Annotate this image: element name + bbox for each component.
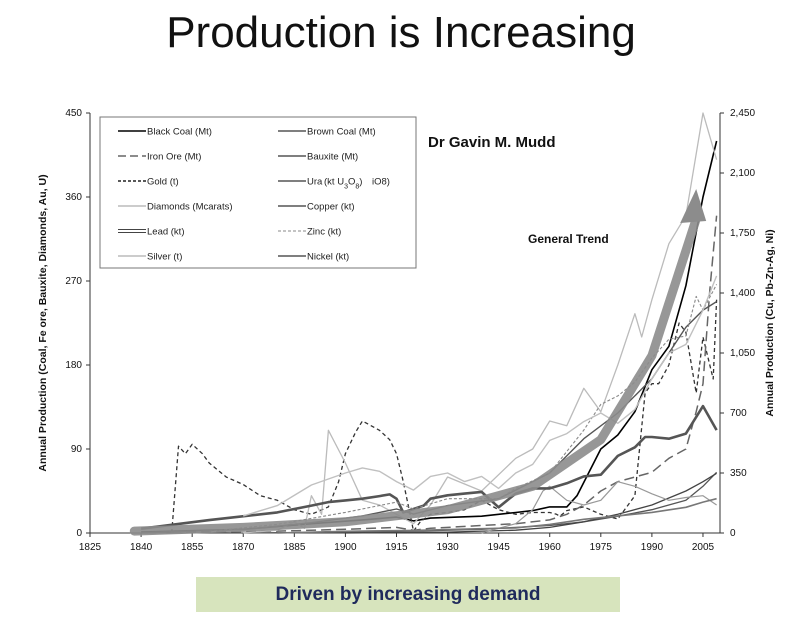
slide-title: Production is Increasing: [166, 8, 636, 57]
x-tick-label: 1975: [590, 542, 613, 553]
legend: Black Coal (Mt) Brown Coal (Mt) Iron Ore (…: [99, 116, 417, 269]
legend-label-nickel-kt: Nickel (kt): [307, 252, 349, 263]
x-tick-label: 1825: [79, 542, 102, 553]
x-tick-label: 2005: [692, 542, 715, 553]
legend-label-black-coal-mt: Black Coal (Mt): [147, 127, 212, 138]
footer-text: Driven by increasing demand: [275, 583, 541, 605]
general-trend-label: General Trend: [528, 232, 609, 246]
y-left-tick-label: 270: [65, 276, 82, 287]
legend-label-silver-t: Silver (t): [147, 252, 182, 263]
y-left-tick-label: 360: [65, 192, 82, 203]
series-line-zinc-kt: [209, 284, 718, 532]
series-line-nickel-kt: [277, 497, 717, 534]
x-tick-label: 1840: [130, 542, 153, 553]
legend-label-copper-kt: Copper (kt): [307, 202, 355, 213]
y-left-tick-label: 0: [76, 528, 82, 539]
x-tick-label: 1960: [539, 542, 562, 553]
legend-label-gold-t: Gold (t): [147, 177, 179, 188]
x-tick-label: 1990: [641, 542, 664, 553]
y-right-tick-label: 350: [730, 468, 747, 479]
legend-label-zinc-kt: Zinc (kt): [307, 227, 341, 238]
y-right-tick-label: 700: [730, 408, 747, 419]
y-axis-left-label: Annual Production (Coal, Fe ore, Bauxite…: [37, 174, 49, 471]
x-tick-label: 1930: [436, 542, 459, 553]
x-axis-ticks: 1825 1840 1855 1870 1885 1900 1915 1930 1945 1960…: [79, 533, 715, 553]
y-right-tick-label: 1,050: [730, 348, 755, 359]
x-tick-label: 1900: [334, 542, 357, 553]
author-label: Dr Gavin M. Mudd: [428, 134, 556, 151]
y-right-axis-ticks: 0 350 700 1,050 1,400 1,750 2,100 2,450: [720, 108, 755, 539]
y-right-tick-label: 1,750: [730, 228, 755, 239]
production-chart: 1825 1840 1855 1870 1885 1900 1915 1930 1945 1960…: [37, 108, 776, 553]
x-tick-label: 1915: [385, 542, 408, 553]
trend-arrow-head: [680, 189, 707, 223]
footer-banner: Driven by increasing demand: [196, 577, 620, 612]
y-right-tick-label: 1,400: [730, 288, 755, 299]
y-left-tick-label: 90: [71, 444, 83, 455]
legend-label-lead-kt: Lead (kt): [147, 227, 185, 238]
y-right-tick-label: 2,100: [730, 168, 755, 179]
series-line-silver-t: [242, 275, 718, 517]
series-line-gold-t: [171, 299, 718, 534]
legend-label-brown-coal-mt: Brown Coal (Mt): [307, 127, 376, 138]
y-right-tick-label: 0: [730, 528, 736, 539]
y-axis-right-label: Annual Production (Cu, Pb-Zn-Ag, Ni): [764, 229, 776, 416]
legend-label-diamonds-mcarats: Diamonds (Mcarats): [147, 202, 233, 213]
legend-label-ura: Ura: [307, 177, 323, 188]
legend-uranium-units-tail: iO8): [372, 177, 390, 188]
series-line-lead-kt: [140, 404, 718, 530]
x-tick-label: 1870: [232, 542, 255, 553]
y-right-tick-label: 2,450: [730, 108, 755, 119]
series-line-ura: [481, 481, 717, 534]
trend-arrow-shaft: [129, 214, 701, 536]
legend-label-bauxite-mt: Bauxite (Mt): [307, 152, 358, 163]
legend-uranium-units: (kt U3O8): [324, 177, 362, 191]
y-left-tick-label: 450: [65, 108, 82, 119]
x-tick-label: 1885: [283, 542, 306, 553]
y-left-tick-label: 180: [65, 360, 82, 371]
legend-label-iron-ore-mt: Iron Ore (Mt): [147, 152, 201, 163]
x-tick-label: 1855: [181, 542, 204, 553]
y-left-axis-ticks: 0 90 180 270 360 450: [65, 108, 90, 539]
x-tick-label: 1945: [488, 542, 511, 553]
general-trend-arrow: [129, 189, 707, 536]
